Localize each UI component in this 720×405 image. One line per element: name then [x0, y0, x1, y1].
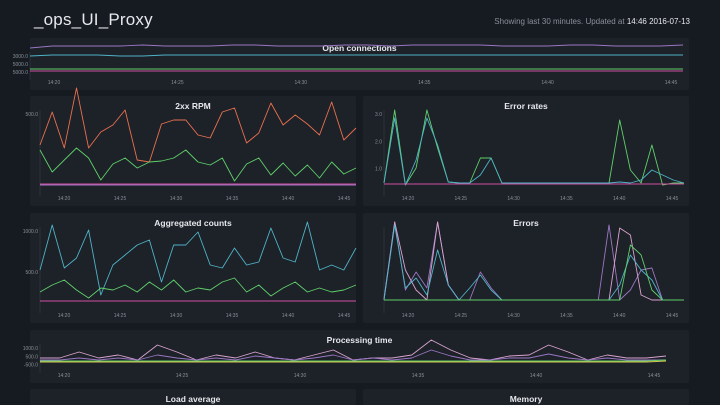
updated-time: 14:46 2016-07-13	[626, 17, 690, 26]
series-line-0	[39, 221, 357, 296]
x-tick-label: 14:35	[560, 196, 573, 202]
x-tick-label: 14:25	[176, 373, 189, 379]
status-prefix: Showing last 30 minutes. Updated at	[494, 17, 625, 26]
series-line-1	[39, 277, 357, 299]
series-line-1	[39, 147, 357, 182]
chart-errors: 14:20 14:25 14:30 14:35 14:40 14:45	[383, 221, 684, 319]
panel-errors[interactable]: Errors 14:20 14:25 14:30 14:35 14:40 14:45	[363, 213, 689, 323]
chart-open-connections: 14:20 14:25 14:30 14:35 14:40 14:45 3000.0 5000…	[13, 44, 684, 86]
series-line-0	[29, 44, 684, 49]
y-tick-label: -500.0	[24, 363, 38, 369]
panel-title: Error rates	[504, 101, 548, 111]
series-line-3	[384, 244, 684, 301]
series-line-0	[383, 221, 684, 301]
panel-error-rates[interactable]: Error rates 14:20 14:25 14:30 14:35 14:40 14:4…	[363, 96, 689, 206]
y-tick-label: 5000.0	[13, 70, 29, 76]
y-tick-label: 5000.0	[13, 62, 29, 68]
chart-error-rates: 14:20 14:25 14:30 14:35 14:40 14:45 3.0 2.0 1.0	[375, 109, 685, 202]
x-tick-label: 14:25	[114, 196, 127, 202]
panel-rpm-2xx[interactable]: 2xx RPM 14:20 14:25 14:30 14:35 14:40 14:45 500…	[25, 87, 357, 206]
series-line-1	[383, 221, 684, 301]
panel-title: Open connections	[322, 43, 397, 53]
x-tick-label: 14:40	[613, 196, 626, 202]
x-tick-label: 14:45	[338, 196, 351, 202]
x-tick-label: 14:45	[338, 313, 351, 319]
x-tick-label: 14:40	[282, 313, 295, 319]
x-tick-label: 14:25	[171, 80, 184, 86]
x-tick-label: 14:20	[48, 80, 61, 86]
header-title: _ops_UI_Proxy	[34, 10, 153, 29]
x-tick-label: 14:45	[648, 373, 661, 379]
chart-memory	[363, 389, 689, 405]
x-tick-label: 14:25	[114, 313, 127, 319]
x-tick-label: 14:40	[613, 313, 626, 319]
chart-aggregated-counts: 14:20 14:25 14:30 14:35 14:40 14:45 1000.0 500.…	[23, 221, 357, 319]
chart-rpm-2xx: 14:20 14:25 14:30 14:35 14:40 14:45 500.0	[25, 87, 357, 202]
x-tick-label: 14:40	[530, 373, 543, 379]
panel-open-connections[interactable]: Open connections 14:20 14:25 14:30 14:35 14:4…	[13, 38, 689, 90]
x-tick-label: 14:20	[402, 313, 415, 319]
y-tick-label: 3000.0	[13, 54, 29, 60]
series-line-0	[383, 109, 684, 186]
x-tick-label: 14:25	[455, 196, 468, 202]
x-tick-label: 14:40	[541, 80, 554, 86]
x-tick-label: 14:30	[507, 313, 520, 319]
series-line-1	[40, 349, 666, 361]
y-tick-label: 1000.0	[23, 346, 39, 352]
header-status: Showing last 30 minutes. Updated at 14:4…	[494, 17, 690, 26]
x-tick-label: 14:35	[226, 313, 239, 319]
panel-title: Aggregated counts	[154, 218, 232, 228]
series-line-1	[383, 117, 685, 186]
x-tick-label: 14:35	[226, 196, 239, 202]
x-tick-label: 14:45	[665, 80, 678, 86]
x-tick-label: 14:20	[402, 196, 415, 202]
chart-processing-time: 14:20 14:25 14:30 14:35 14:40 14:45 1000.0 500.…	[23, 339, 667, 379]
series-line-0	[40, 339, 667, 361]
x-tick-label: 14:30	[294, 373, 307, 379]
x-tick-label: 14:20	[58, 313, 71, 319]
series-line-2	[383, 224, 684, 301]
x-tick-label: 14:20	[58, 373, 71, 379]
x-tick-label: 14:45	[666, 196, 679, 202]
panel-title: Load average	[165, 394, 221, 404]
y-tick-label: 500.0	[25, 270, 38, 276]
panel-load-average[interactable]: Load average	[30, 389, 356, 405]
panel-aggregated-counts[interactable]: Aggregated counts 14:20 14:25 14:30 14:35 14:…	[23, 213, 357, 323]
x-tick-label: 14:30	[295, 80, 308, 86]
x-tick-label: 14:35	[418, 80, 431, 86]
series-line-0	[39, 87, 357, 163]
panel-memory[interactable]: Memory	[363, 389, 689, 405]
panel-processing-time[interactable]: Processing time 14:20 14:25 14:30 14:35 14:40…	[23, 330, 689, 383]
y-tick-label: 1.0	[375, 167, 382, 173]
y-tick-label: 2.0	[375, 139, 382, 145]
x-tick-label: 14:20	[58, 196, 71, 202]
series-line-1	[29, 54, 683, 57]
panel-title: Processing time	[326, 335, 393, 345]
panel-title: Memory	[509, 394, 543, 404]
chart-load-average	[30, 389, 356, 405]
x-tick-label: 14:25	[455, 313, 468, 319]
y-tick-label: 500.0	[25, 112, 38, 118]
panel-title: 2xx RPM	[175, 101, 211, 111]
y-tick-label: 500.0	[25, 354, 38, 360]
x-tick-label: 14:45	[666, 313, 679, 319]
x-tick-label: 14:35	[560, 313, 573, 319]
panel-title: Errors	[513, 218, 539, 228]
series-line-3	[40, 360, 667, 363]
y-tick-label: 3.0	[375, 112, 382, 118]
series-line-2	[40, 359, 667, 362]
y-tick-label: 1000.0	[23, 229, 39, 235]
x-tick-label: 14:30	[170, 313, 183, 319]
x-tick-label: 14:30	[170, 196, 183, 202]
x-tick-label: 14:35	[412, 373, 425, 379]
x-tick-label: 14:30	[507, 196, 520, 202]
x-tick-label: 14:40	[282, 196, 295, 202]
